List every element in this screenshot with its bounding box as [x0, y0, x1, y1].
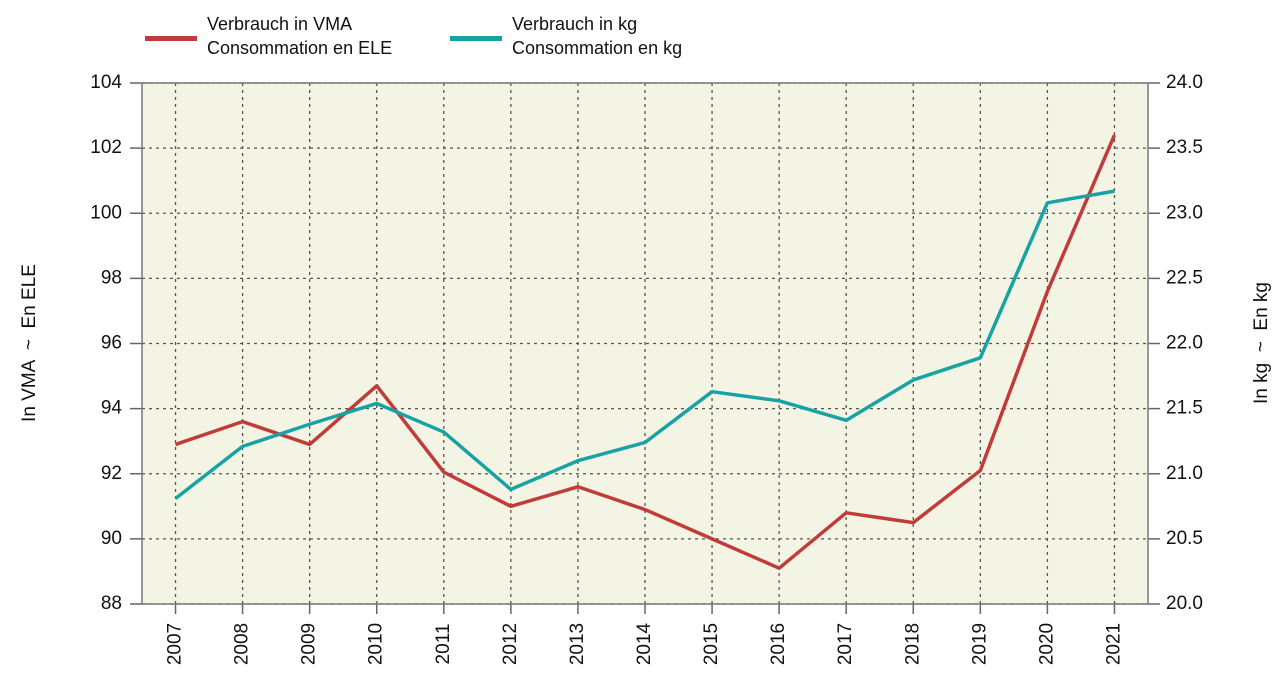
x-tick-label: 2007	[165, 623, 186, 665]
y-tick-label: 88	[101, 593, 122, 614]
data-line	[174, 189, 1115, 500]
x-tick-label: 2017	[835, 623, 856, 665]
x-tick-label: 2021	[1103, 623, 1124, 665]
y2-tick-label: 20.5	[1166, 528, 1203, 549]
y-axis-title: In VMA ~ En ELE	[19, 264, 40, 422]
x-tick-label: 2015	[701, 623, 722, 665]
x-tick-label: 2009	[299, 623, 320, 665]
x-tick-label: 2013	[567, 623, 588, 665]
y2-tick-label: 21.5	[1166, 398, 1203, 419]
legend-label: Verbrauch in kg Consommation en kg	[512, 14, 683, 58]
y2-axis-title: In kg ~ En kg	[1251, 282, 1272, 404]
y2-tick-label: 21.0	[1166, 463, 1203, 484]
y2-tick-label: 22.0	[1166, 333, 1203, 354]
x-tick-label: 2016	[768, 623, 789, 665]
y2-tick-label: 24.0	[1166, 72, 1203, 93]
y2-tick-label: 22.5	[1166, 267, 1203, 288]
y-tick-label: 96	[101, 333, 122, 354]
data-line	[174, 134, 1117, 570]
x-tick-label: 2010	[366, 623, 387, 665]
x-tick-label: 2008	[232, 623, 253, 665]
y-tick-label: 102	[90, 137, 122, 158]
x-tick-label: 2012	[500, 623, 521, 665]
y-tick-label: 100	[90, 202, 122, 223]
plot-border	[141, 82, 1149, 605]
y-tick-label: 94	[101, 398, 123, 419]
y-tick-label: 90	[101, 528, 122, 549]
x-tick-label: 2014	[634, 622, 655, 665]
y-tick-label: 104	[90, 72, 122, 93]
legend-swatch	[450, 36, 502, 41]
x-tick-label: 2011	[433, 624, 454, 665]
legend-label: Verbrauch in VMA Consommation en ELE	[207, 14, 393, 58]
x-tick-label: 2018	[902, 623, 923, 665]
x-tick-label: 2020	[1036, 623, 1057, 665]
y2-tick-label: 20.0	[1166, 593, 1203, 614]
y-tick-label: 92	[101, 463, 122, 484]
x-tick-label: 2019	[969, 623, 990, 665]
y-tick-label: 98	[101, 267, 122, 288]
y2-tick-label: 23.5	[1166, 137, 1203, 158]
legend-swatch	[145, 36, 197, 41]
y2-tick-label: 23.0	[1166, 202, 1203, 223]
